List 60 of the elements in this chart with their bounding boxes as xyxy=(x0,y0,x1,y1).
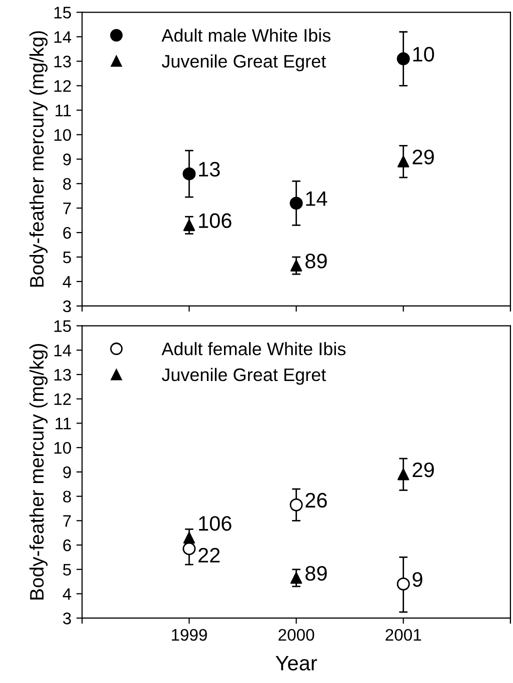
point xyxy=(396,578,410,591)
y-tick-label: 7 xyxy=(63,202,71,214)
point xyxy=(398,156,410,168)
point xyxy=(290,260,302,272)
y-tick-label: 11 xyxy=(56,104,71,116)
x-tick-label: 2001 xyxy=(386,628,422,641)
legend-label: Juvenile Great Egret xyxy=(162,54,326,72)
y-tick-label: 3 xyxy=(63,300,71,312)
point xyxy=(182,167,196,180)
annotation: 89 xyxy=(305,254,327,268)
y-tick-label: 9 xyxy=(63,154,71,166)
annotation: 9 xyxy=(412,572,422,587)
y-tick-label: 13 xyxy=(54,368,71,381)
y-tick-label: 15 xyxy=(54,6,71,18)
y-tick-label: 6 xyxy=(63,539,71,552)
y-tick-label: 13 xyxy=(54,56,71,68)
y-tick-label: 3 xyxy=(63,612,71,624)
annotation: 10 xyxy=(413,46,434,62)
y-tick-label: 6 xyxy=(63,226,71,239)
point xyxy=(183,219,196,232)
y-axis-title: Body-feather mercury (mg/kg) xyxy=(29,31,48,287)
y-tick-label: 12 xyxy=(54,393,71,405)
y-tick-label: 10 xyxy=(54,442,72,454)
annotation: 14 xyxy=(306,191,328,206)
point xyxy=(290,196,303,210)
point xyxy=(182,542,196,556)
y-tick-label: 9 xyxy=(63,466,71,478)
annotation: 29 xyxy=(412,462,434,478)
y-tick-label: 5 xyxy=(63,252,71,264)
point xyxy=(290,498,303,512)
x-tick-label: 1999 xyxy=(172,628,207,641)
y-tick-label: 8 xyxy=(63,178,71,190)
y-tick-label: 12 xyxy=(54,80,71,92)
point xyxy=(398,468,410,480)
y-tick-label: 4 xyxy=(62,588,72,600)
point xyxy=(290,572,302,584)
annotation: 26 xyxy=(306,492,327,508)
y-tick-label: 7 xyxy=(63,515,71,527)
annotation: 106 xyxy=(199,213,232,228)
point xyxy=(396,52,410,66)
y-tick-label: 8 xyxy=(63,490,71,503)
annotation: 106 xyxy=(199,516,232,531)
annotation: 89 xyxy=(305,566,327,581)
point xyxy=(183,532,196,544)
y-tick-label: 15 xyxy=(54,320,71,332)
x-tick-label: 2000 xyxy=(278,628,314,641)
annotation: 22 xyxy=(198,548,220,562)
y-tick-label: 4 xyxy=(62,276,72,288)
legend-label: Adult female White Ibis xyxy=(162,342,346,356)
y-tick-label: 5 xyxy=(63,564,71,576)
y-tick-label: 14 xyxy=(54,344,72,356)
legend-label: Juvenile Great Egret xyxy=(162,368,326,385)
y-tick-label: 11 xyxy=(56,418,71,430)
y-tick-label: 14 xyxy=(54,31,72,43)
annotation: 13 xyxy=(199,162,220,177)
legend-label: Adult male White Ibis xyxy=(162,28,330,42)
y-tick-label: 10 xyxy=(54,129,72,141)
x-axis-title: Year xyxy=(276,656,317,670)
annotation: 29 xyxy=(412,150,434,164)
y-axis-title: Body-feather mercury (mg/kg) xyxy=(29,344,48,600)
